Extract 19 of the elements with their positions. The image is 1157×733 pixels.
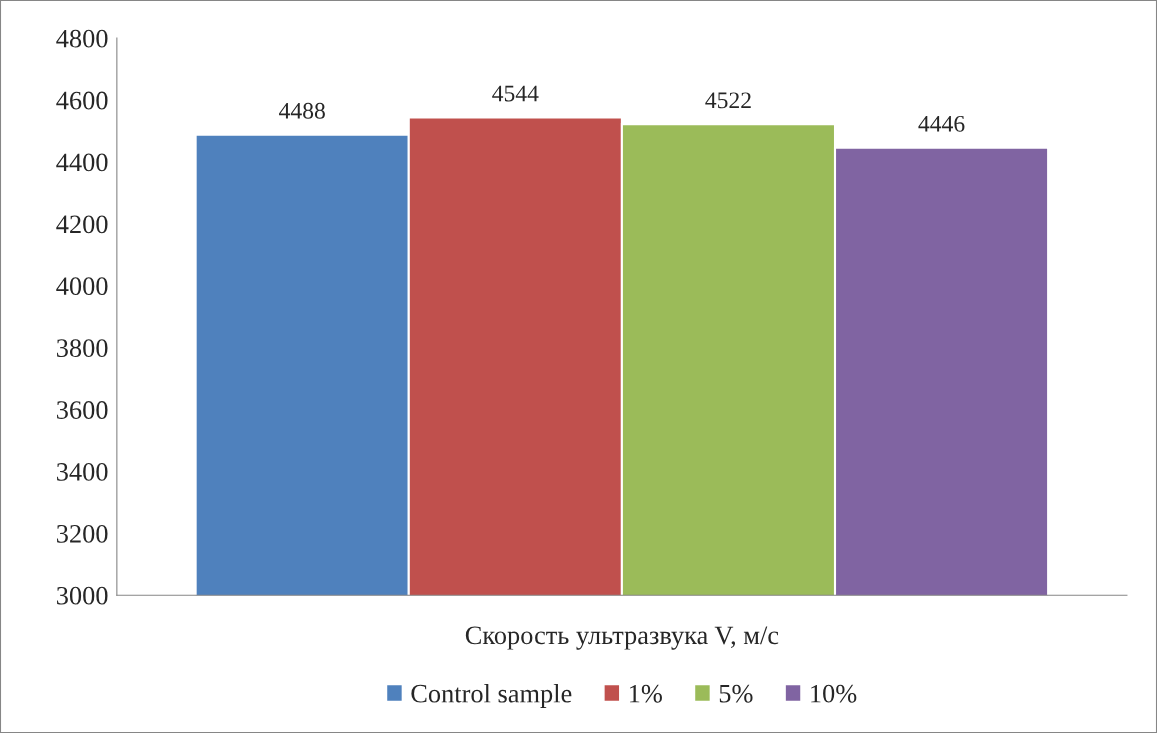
y-tick-label: 4800 [56, 29, 108, 48]
legend-label: 1% [630, 684, 662, 703]
legend-label: Control sample [411, 684, 572, 708]
y-tick-label: 4600 [56, 91, 108, 110]
y-tick-label: 3800 [57, 339, 108, 358]
y-tick-label: 4200 [56, 215, 108, 234]
legend-label: 10% [811, 684, 857, 703]
y-tick-label: 3600 [57, 401, 108, 419]
y-tick-label: 4400 [56, 153, 108, 172]
x-tick-label: Скорость ультразвука V, м/с [465, 626, 779, 650]
data-label: 4522 [705, 92, 751, 109]
data-label: 4544 [492, 85, 539, 102]
data-label: 4488 [279, 102, 325, 119]
y-tick-label: 3200 [57, 524, 108, 543]
y-tick-label: 3000 [57, 586, 108, 605]
y-tick-label: 4000 [56, 277, 108, 296]
y-tick-label: 3400 [57, 463, 108, 481]
legend-label: 5% [719, 684, 753, 703]
data-label: 4446 [918, 115, 965, 132]
